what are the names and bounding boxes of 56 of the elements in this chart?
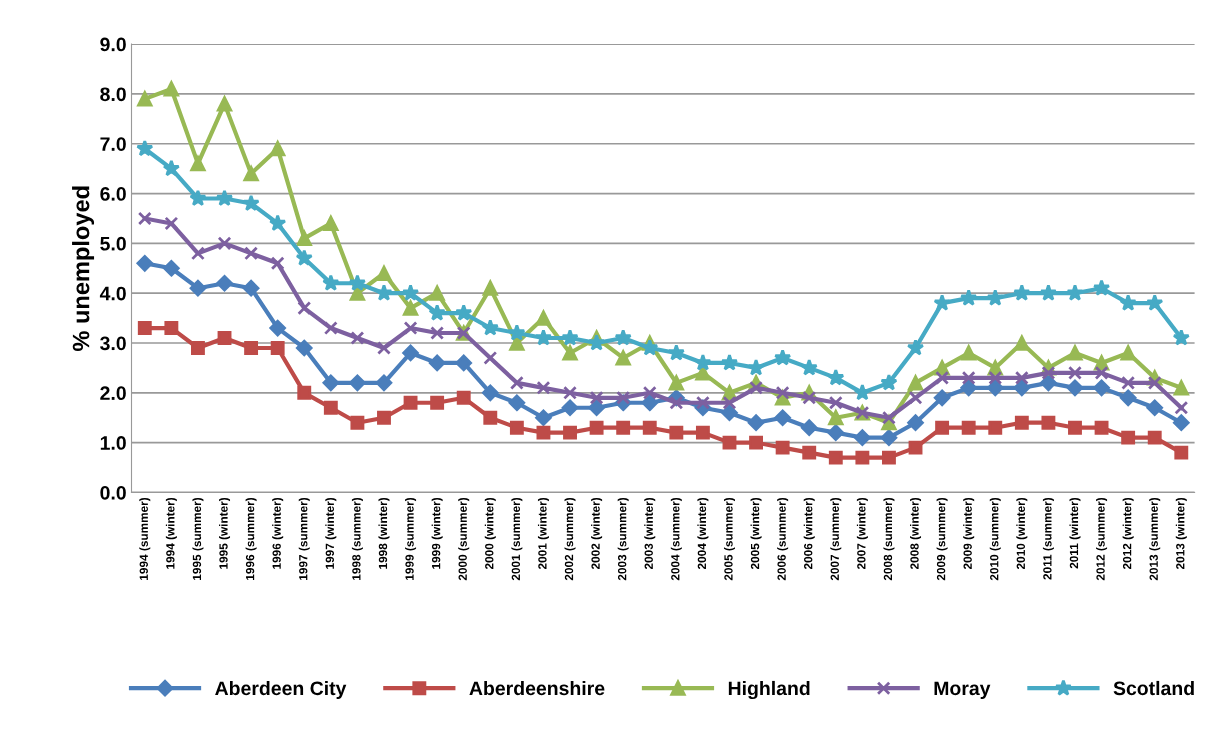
x-tick-label: 2002 (summer) bbox=[564, 497, 576, 581]
x-tick-label: 1997 (winter) bbox=[325, 497, 337, 569]
legend-label: Aberdeenshire bbox=[469, 680, 605, 696]
y-tick-label: 0.0 bbox=[100, 485, 126, 500]
x-tick-label: 1997 (summer) bbox=[298, 497, 310, 580]
x-tick-label: 2013 (winter) bbox=[1175, 497, 1187, 570]
x-tick-label: 2004 (winter) bbox=[697, 497, 709, 570]
x-tick-label: 2011 (winter) bbox=[1069, 497, 1081, 569]
x-tick-label: 1994 (summer) bbox=[139, 497, 151, 580]
x-tick-label: 1996 (summer) bbox=[245, 497, 257, 580]
x-tick-label: 1994 (winter) bbox=[165, 497, 177, 569]
y-tick-label: 6.0 bbox=[100, 187, 126, 201]
x-tick-label: 2009 (winter) bbox=[963, 497, 975, 570]
x-tick-label: 2006 (summer) bbox=[777, 497, 789, 581]
x-tick-label: 2003 (summer) bbox=[617, 497, 629, 581]
y-tick-label: 2.0 bbox=[100, 386, 126, 401]
y-tick-label: 8.0 bbox=[100, 87, 126, 102]
x-tick-label: 2006 (winter) bbox=[803, 497, 815, 570]
x-tick-label: 2000 (winter) bbox=[484, 497, 496, 570]
x-tick-label: 2007 (winter) bbox=[856, 497, 868, 570]
x-tick-label: 2009 (summer) bbox=[936, 497, 948, 581]
x-tick-label: 2012 (winter) bbox=[1122, 497, 1134, 570]
x-tick-label: 1998 (winter) bbox=[378, 497, 390, 569]
y-tick-label: 7.0 bbox=[100, 137, 126, 151]
y-axis-title: % unemployed bbox=[72, 186, 95, 351]
y-tick-label: 1.0 bbox=[100, 436, 126, 450]
y-tick-label: 4.0 bbox=[99, 286, 126, 301]
x-tick-label: 2008 (winter) bbox=[910, 497, 922, 570]
x-tick-label: 1998 (summer) bbox=[351, 497, 363, 580]
y-tick-label: 5.0 bbox=[100, 236, 126, 251]
x-tick-label: 2005 (summer) bbox=[723, 497, 735, 581]
x-tick-label: 2007 (summer) bbox=[830, 497, 842, 581]
x-tick-label: 1999 (summer) bbox=[405, 497, 417, 580]
x-tick-label: 1996 (winter) bbox=[272, 497, 284, 569]
x-tick-label: 2001 (summer) bbox=[511, 497, 523, 581]
x-tick-label: 2003 (winter) bbox=[644, 497, 656, 570]
x-tick-label: 2012 (summer) bbox=[1096, 497, 1108, 581]
legend-label: Highland bbox=[728, 680, 810, 700]
x-tick-label: 1995 (winter) bbox=[219, 497, 231, 569]
x-tick-label: 2010 (winter) bbox=[1016, 497, 1028, 570]
legend-label: Moray bbox=[934, 681, 991, 700]
x-tick-label: 2005 (winter) bbox=[750, 497, 762, 570]
y-tick-label: 3.0 bbox=[100, 336, 126, 351]
x-tick-label: 2002 (winter) bbox=[591, 497, 603, 570]
legend-label: Aberdeen City bbox=[215, 680, 347, 700]
x-tick-label: 1999 (winter) bbox=[431, 497, 443, 569]
x-tick-label: 2010 (summer) bbox=[989, 497, 1001, 581]
x-tick-label: 2008 (summer) bbox=[883, 497, 895, 581]
x-tick-label: 2000 (summer) bbox=[458, 497, 470, 581]
x-tick-label: 1995 (summer) bbox=[192, 497, 204, 580]
x-tick-label: 2011 (summer) bbox=[1042, 497, 1054, 580]
y-tick-label: 9.0 bbox=[100, 37, 126, 52]
x-tick-label: 2001 (winter) bbox=[537, 497, 549, 570]
x-tick-label: 2013 (summer) bbox=[1149, 497, 1161, 581]
x-tick-label: 2004 (summer) bbox=[670, 497, 682, 581]
legend-label: Scotland bbox=[1113, 680, 1194, 696]
